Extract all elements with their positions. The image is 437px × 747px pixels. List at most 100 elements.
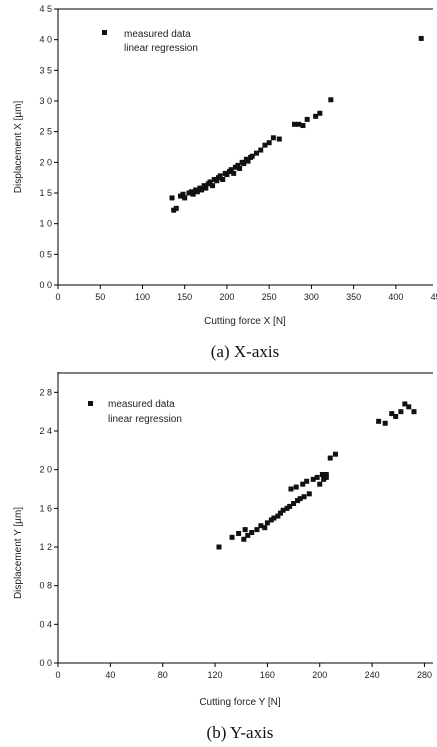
data-point-a — [235, 162, 241, 168]
caption-a: (a) X-axis — [211, 342, 279, 361]
x-tick-label-a: 0 — [55, 292, 60, 302]
data-point-b — [264, 520, 270, 526]
data-point-a — [194, 189, 200, 195]
data-point-a — [224, 172, 230, 178]
data-point-a — [180, 191, 186, 197]
points-b — [216, 401, 417, 550]
data-point-b — [321, 476, 327, 482]
data-point-a — [292, 121, 298, 127]
data-point-b — [319, 472, 325, 477]
y-tick-label-b: 2 4 — [39, 426, 52, 436]
data-point-b — [291, 501, 297, 506]
plot-area-b: 0 40 80 120 160 200 240 280 0 0 0 4 0 8 1 2 1 6 2 0 2 … — [39, 372, 433, 680]
data-point-b — [280, 507, 286, 513]
data-point-b — [249, 530, 255, 535]
data-point-b — [376, 418, 382, 424]
data-point-b — [236, 530, 242, 536]
data-point-a — [177, 193, 183, 199]
y-tick-label-a: 3 5 — [39, 65, 52, 75]
legend-b: measured data linear regression — [88, 399, 182, 425]
data-point-b — [297, 496, 303, 502]
y-tick-label-a: 2 5 — [39, 127, 52, 137]
data-point-b — [327, 455, 333, 461]
data-point-a — [245, 158, 251, 164]
data-point-b — [295, 498, 301, 504]
data-point-b — [393, 414, 399, 419]
data-point-b — [304, 478, 310, 484]
x-tick-label-b: 40 — [105, 670, 115, 680]
legend-marker-a — [102, 30, 107, 35]
data-point-b — [323, 472, 329, 477]
data-point-a — [173, 205, 179, 211]
data-point-a — [296, 121, 302, 127]
data-point-b — [275, 513, 281, 519]
data-point-b — [284, 505, 290, 511]
data-point-a — [199, 187, 205, 193]
data-point-b — [317, 481, 323, 487]
data-point-a — [169, 195, 175, 201]
x-tick-label-a: 50 — [95, 292, 105, 302]
data-point-a — [228, 167, 234, 173]
data-point-b — [287, 503, 293, 509]
data-point-b — [406, 404, 412, 410]
data-point-a — [186, 190, 192, 196]
y-tick-label-b: 1 6 — [39, 503, 52, 513]
x-tick-label-b: 160 — [260, 670, 275, 680]
data-point-b — [332, 451, 338, 457]
data-point-b — [389, 411, 395, 417]
data-point-b — [258, 523, 264, 529]
legend-marker-label-b: measured data — [108, 399, 175, 410]
legend-a: measured data linear regression — [102, 29, 198, 54]
data-point-a — [258, 147, 264, 153]
data-point-b — [229, 534, 235, 540]
data-point-a — [418, 35, 424, 41]
legend-line-label-b: linear regression — [108, 414, 182, 425]
data-point-a — [211, 177, 217, 183]
data-point-a — [328, 97, 334, 103]
y-tick-label-a: 2 0 — [39, 157, 52, 167]
x-tick-label-a: 350 — [346, 292, 361, 302]
x-tick-label-a: 300 — [304, 292, 319, 302]
data-point-a — [203, 185, 209, 191]
data-point-b — [245, 532, 251, 538]
data-point-b — [402, 401, 408, 407]
x-tick-label-b: 280 — [417, 670, 432, 680]
x-tick-label-b: 0 — [55, 670, 60, 680]
data-point-a — [270, 135, 276, 141]
data-point-b — [277, 510, 283, 516]
data-point-a — [276, 136, 282, 142]
y-tick-label-b: 0 4 — [39, 619, 52, 629]
data-point-b — [288, 486, 294, 492]
data-point-b — [310, 476, 316, 482]
y-tick-label-a: 1 0 — [39, 219, 52, 229]
data-point-b — [323, 474, 329, 480]
data-point-a — [190, 191, 196, 197]
data-point-a — [300, 123, 306, 129]
data-point-b — [382, 420, 388, 426]
data-point-a — [210, 183, 216, 189]
data-point-b — [242, 527, 248, 533]
x-tick-label-a: 250 — [262, 292, 277, 302]
y-tick-label-b: 2 8 — [39, 387, 52, 397]
data-point-b — [411, 409, 417, 415]
points-a — [169, 35, 424, 213]
chart-b: 0 40 80 120 160 200 240 280 0 0 0 4 0 8 1 2 1 6 2 0 2 … — [13, 372, 433, 742]
data-point-a — [317, 110, 323, 116]
data-point-b — [241, 536, 247, 542]
data-point-a — [254, 150, 259, 156]
data-point-a — [171, 207, 177, 213]
legend-line-label-a: linear regression — [124, 43, 198, 54]
x-tick-label-a: 450 — [431, 292, 437, 302]
y-tick-label-a: 0 5 — [39, 249, 52, 259]
y-tick-label-a: 1 5 — [39, 188, 52, 198]
x-tick-label-a: 200 — [219, 292, 234, 302]
data-point-b — [216, 544, 222, 550]
y-tick-label-a: 4 0 — [39, 35, 52, 45]
x-tick-label-a: 100 — [135, 292, 150, 302]
x-axis-title-a: Cutting force X [N] — [204, 316, 286, 327]
ticks-a: 0501001502002503003504004500 00 51 01 52… — [39, 4, 437, 302]
y-tick-label-b: 0 8 — [39, 581, 52, 591]
y-axis-title-b: Displacement Y [µm] — [13, 507, 24, 599]
data-point-a — [304, 116, 310, 122]
data-point-b — [314, 474, 320, 480]
